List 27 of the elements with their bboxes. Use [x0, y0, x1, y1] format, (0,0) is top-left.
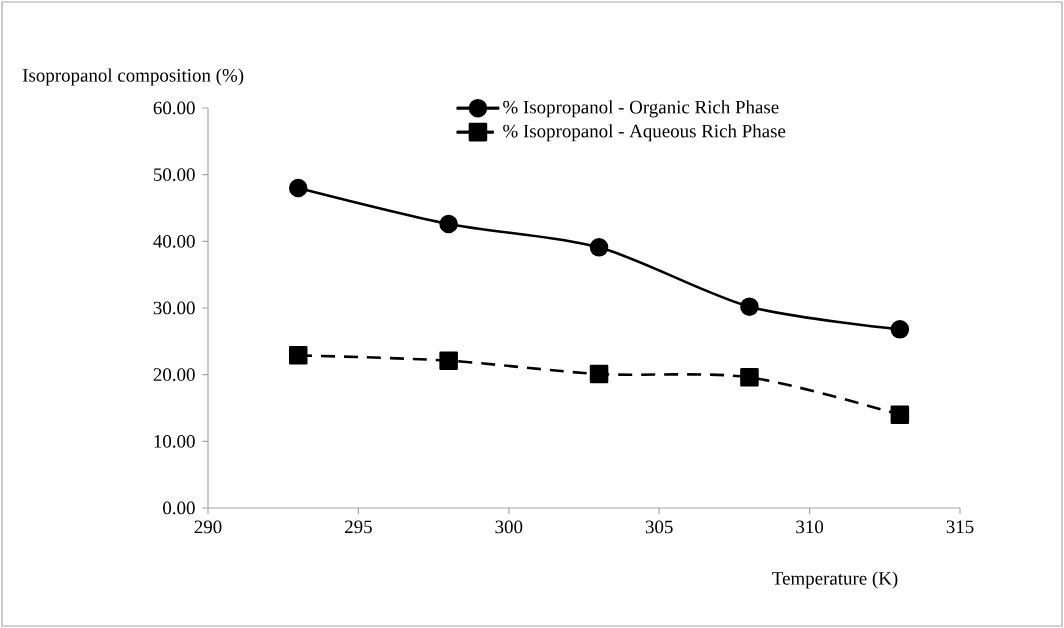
- y-axis-title: Isopropanol composition (%): [22, 68, 244, 86]
- point: [589, 238, 609, 257]
- y-tick-label: 20.00: [153, 368, 195, 382]
- point: [740, 368, 759, 387]
- point: [439, 351, 458, 370]
- legend-label: % Isopropanol - Aqueous Rich Phase: [503, 124, 786, 142]
- point: [288, 346, 308, 365]
- point: [589, 364, 609, 384]
- y-tick-label: 40.00: [153, 234, 195, 248]
- point: [439, 214, 458, 234]
- x-tick-label: 295: [345, 520, 372, 534]
- point: [890, 405, 910, 424]
- x-tick-label: 315: [946, 520, 974, 534]
- y-tick-label: 50.00: [154, 168, 195, 182]
- x-tick-label: 310: [796, 520, 824, 534]
- x-tick-label: 305: [645, 520, 673, 534]
- y-tick-label: 10.00: [154, 434, 195, 448]
- point: [740, 297, 759, 316]
- point: [890, 320, 910, 339]
- y-tick-label: 0.00: [163, 501, 195, 515]
- point: [288, 178, 308, 198]
- y-tick-label: 60.00: [153, 101, 195, 115]
- legend-label: % Isopropanol - Organic Rich Phase: [503, 100, 779, 118]
- x-tick-label: 290: [194, 520, 222, 534]
- x-axis-title: Temperature (K): [772, 571, 898, 589]
- x-tick-label: 300: [495, 520, 523, 534]
- y-tick-label: 30.00: [153, 301, 195, 315]
